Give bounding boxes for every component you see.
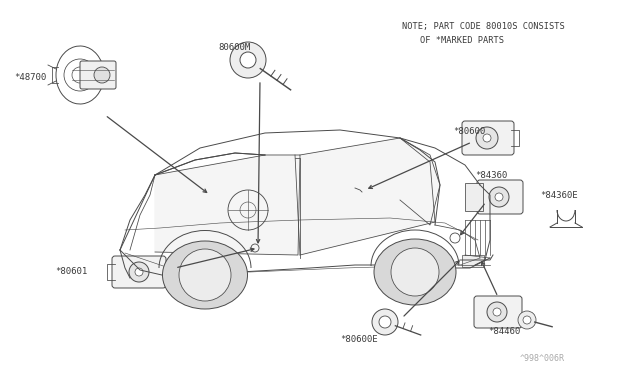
Text: NOTE; PART CODE 80010S CONSISTS: NOTE; PART CODE 80010S CONSISTS [402, 22, 564, 31]
Text: *48700: *48700 [14, 74, 46, 83]
Circle shape [94, 67, 110, 83]
Bar [465, 183, 483, 211]
Circle shape [240, 52, 256, 68]
Circle shape [135, 268, 143, 276]
Circle shape [129, 262, 149, 282]
Text: *80600E: *80600E [340, 336, 378, 344]
Text: *84460: *84460 [488, 327, 520, 337]
Circle shape [487, 302, 507, 322]
Circle shape [489, 187, 509, 207]
Circle shape [483, 134, 491, 142]
Text: 80600M: 80600M [218, 42, 250, 51]
Circle shape [230, 42, 266, 78]
FancyBboxPatch shape [80, 61, 116, 89]
Circle shape [391, 248, 439, 296]
Circle shape [379, 316, 391, 328]
Polygon shape [155, 155, 300, 255]
FancyBboxPatch shape [474, 296, 522, 328]
Circle shape [372, 309, 398, 335]
FancyBboxPatch shape [462, 121, 514, 155]
Text: *80601: *80601 [55, 267, 87, 276]
Text: OF *MARKED PARTS: OF *MARKED PARTS [420, 36, 504, 45]
Ellipse shape [374, 239, 456, 305]
Circle shape [495, 193, 503, 201]
Bar [462, 255, 484, 267]
Ellipse shape [163, 241, 248, 309]
Circle shape [493, 308, 501, 316]
Circle shape [476, 127, 498, 149]
FancyBboxPatch shape [477, 180, 523, 214]
Text: *84360: *84360 [475, 170, 508, 180]
Text: ^998^006R: ^998^006R [520, 354, 565, 363]
Circle shape [179, 249, 231, 301]
Text: *84360E: *84360E [540, 192, 578, 201]
Circle shape [523, 316, 531, 324]
Text: *80600: *80600 [453, 128, 485, 137]
FancyBboxPatch shape [112, 256, 166, 288]
Circle shape [518, 311, 536, 329]
Polygon shape [400, 138, 440, 225]
Polygon shape [300, 138, 435, 255]
